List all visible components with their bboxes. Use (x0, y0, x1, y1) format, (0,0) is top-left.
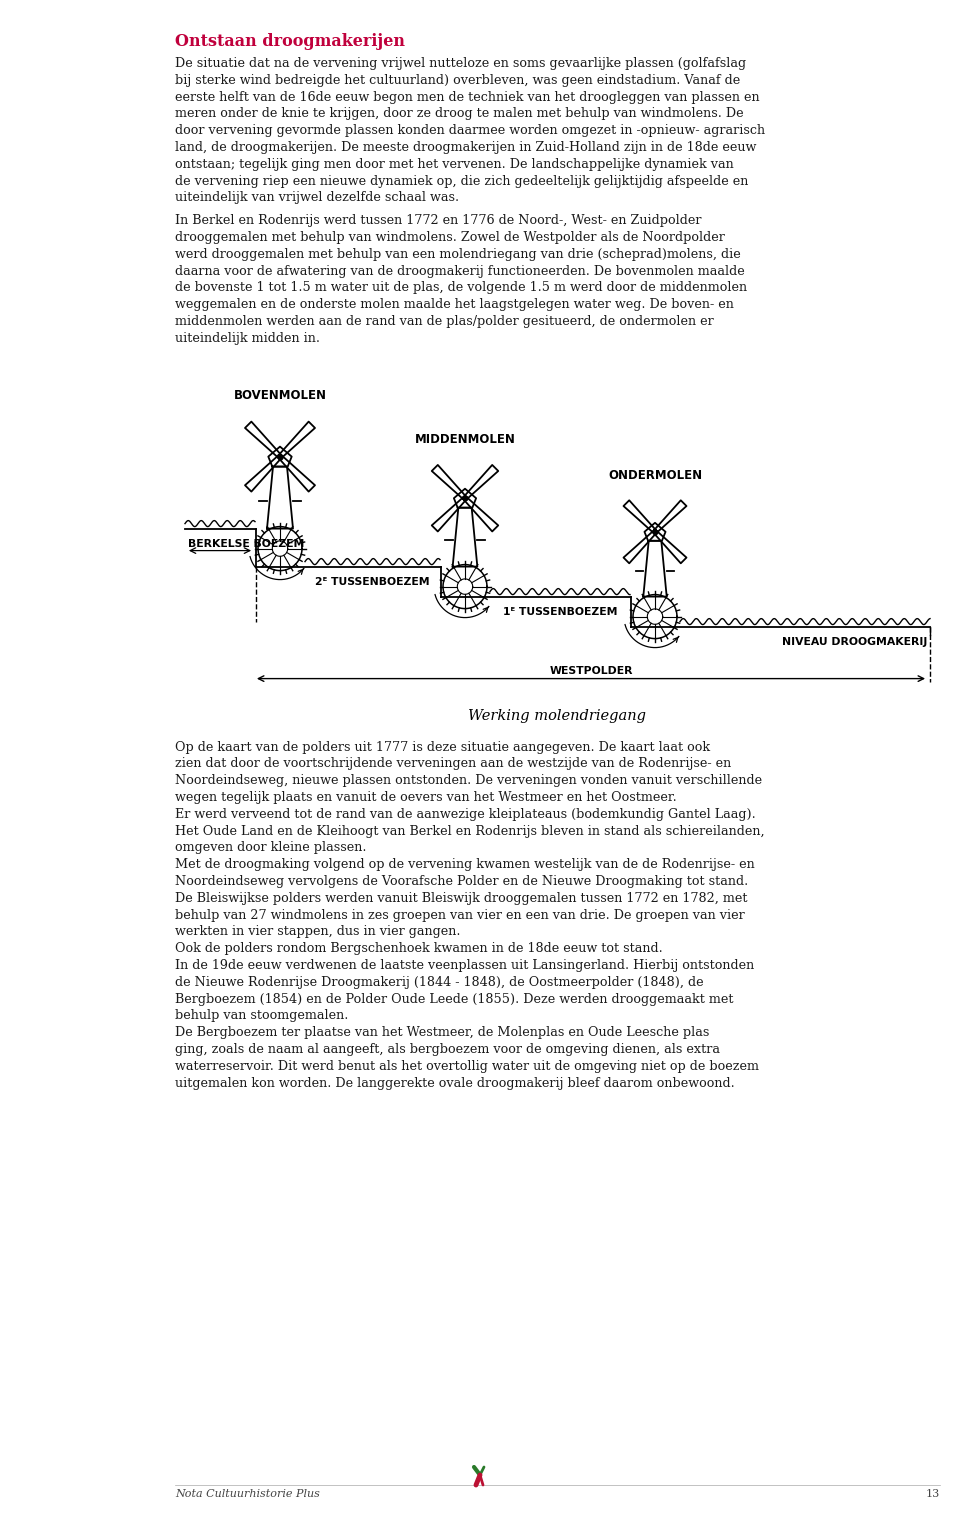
Text: NIVEAU DROOGMAKERIJ: NIVEAU DROOGMAKERIJ (781, 636, 927, 647)
Text: door vervening gevormde plassen konden daarmee worden omgezet in -opnieuw- agrar: door vervening gevormde plassen konden d… (175, 124, 765, 137)
Text: de Nieuwe Rodenrijse Droogmakerij (1844 - 1848), de Oostmeerpolder (1848), de: de Nieuwe Rodenrijse Droogmakerij (1844 … (175, 976, 704, 988)
Text: Met de droogmaking volgend op de vervening kwamen westelijk van de de Rodenrijse: Met de droogmaking volgend op de verveni… (175, 859, 755, 871)
Text: Bergboezem (1854) en de Polder Oude Leede (1855). Deze werden drooggemaakt met: Bergboezem (1854) en de Polder Oude Leed… (175, 993, 733, 1005)
Text: ging, zoals de naam al aangeeft, als bergboezem voor de omgeving dienen, als ext: ging, zoals de naam al aangeeft, als ber… (175, 1043, 720, 1055)
Text: ONDERMOLEN: ONDERMOLEN (608, 470, 702, 482)
Text: drooggemalen met behulp van windmolens. Zowel de Westpolder als de Noordpolder: drooggemalen met behulp van windmolens. … (175, 230, 725, 244)
Text: eerste helft van de 16de eeuw begon men de techniek van het droogleggen van plas: eerste helft van de 16de eeuw begon men … (175, 90, 759, 104)
Text: bij sterke wind bedreigde het cultuurland) overbleven, was geen eindstadium. Van: bij sterke wind bedreigde het cultuurlan… (175, 73, 740, 87)
Text: Op de kaart van de polders uit 1777 is deze situatie aangegeven. De kaart laat o: Op de kaart van de polders uit 1777 is d… (175, 741, 710, 753)
Text: de bovenste 1 tot 1.5 m water uit de plas, de volgende 1.5 m werd door de midden: de bovenste 1 tot 1.5 m water uit de pla… (175, 282, 747, 294)
Text: Noordeindseweg vervolgens de Voorafsche Polder en de Nieuwe Droogmaking tot stan: Noordeindseweg vervolgens de Voorafsche … (175, 875, 748, 888)
Text: waterreservoir. Dit werd benut als het overtollig water uit de omgeving niet op : waterreservoir. Dit werd benut als het o… (175, 1060, 759, 1072)
Text: Ontstaan droogmakerijen: Ontstaan droogmakerijen (175, 34, 405, 50)
Text: uiteindelijk midden in.: uiteindelijk midden in. (175, 332, 320, 345)
Text: De Bergboezem ter plaatse van het Westmeer, de Molenplas en Oude Leesche plas: De Bergboezem ter plaatse van het Westme… (175, 1026, 709, 1039)
Text: Nota Cultuurhistorie Plus: Nota Cultuurhistorie Plus (175, 1488, 320, 1499)
Text: 13: 13 (925, 1488, 940, 1499)
Text: In de 19de eeuw verdwenen de laatste veenplassen uit Lansingerland. Hierbij onts: In de 19de eeuw verdwenen de laatste vee… (175, 959, 755, 971)
Text: De situatie dat na de vervening vrijwel nutteloze en soms gevaarlijke plassen (g: De situatie dat na de vervening vrijwel … (175, 56, 746, 70)
Text: weggemalen en de onderste molen maalde het laagstgelegen water weg. De boven- en: weggemalen en de onderste molen maalde h… (175, 299, 733, 311)
Text: WESTPOLDER: WESTPOLDER (549, 665, 633, 676)
Text: MIDDENMOLEN: MIDDENMOLEN (415, 433, 516, 445)
Text: daarna voor de afwatering van de droogmakerij functioneerden. De bovenmolen maal: daarna voor de afwatering van de droogma… (175, 265, 745, 278)
Text: BOVENMOLEN: BOVENMOLEN (233, 389, 326, 401)
Text: 1ᴱ TUSSENBOEZEM: 1ᴱ TUSSENBOEZEM (503, 607, 617, 616)
Text: omgeven door kleine plassen.: omgeven door kleine plassen. (175, 842, 367, 854)
Text: behulp van stoomgemalen.: behulp van stoomgemalen. (175, 1010, 348, 1022)
Text: meren onder de knie te krijgen, door ze droog te malen met behulp van windmolens: meren onder de knie te krijgen, door ze … (175, 107, 744, 120)
Text: middenmolen werden aan de rand van de plas/polder gesitueerd, de ondermolen er: middenmolen werden aan de rand van de pl… (175, 316, 713, 328)
Text: uiteindelijk van vrijwel dezelfde schaal was.: uiteindelijk van vrijwel dezelfde schaal… (175, 192, 459, 204)
Text: Werking molendriegang: Werking molendriegang (468, 709, 646, 723)
Text: de vervening riep een nieuwe dynamiek op, die zich gedeeltelijk gelijktijdig afs: de vervening riep een nieuwe dynamiek op… (175, 174, 749, 188)
Text: Noordeindseweg, nieuwe plassen ontstonden. De verveningen vonden vanuit verschil: Noordeindseweg, nieuwe plassen ontstonde… (175, 775, 762, 787)
Text: Er werd verveend tot de rand van de aanwezige kleiplateaus (bodemkundig Gantel L: Er werd verveend tot de rand van de aanw… (175, 808, 756, 820)
Text: ontstaan; tegelijk ging men door met het vervenen. De landschappelijke dynamiek : ontstaan; tegelijk ging men door met het… (175, 157, 733, 171)
Text: Het Oude Land en de Kleihoogt van Berkel en Rodenrijs bleven in stand als schier: Het Oude Land en de Kleihoogt van Berkel… (175, 825, 764, 837)
Text: Ook de polders rondom Bergschenhoek kwamen in de 18de eeuw tot stand.: Ook de polders rondom Bergschenhoek kwam… (175, 942, 662, 955)
Text: uitgemalen kon worden. De langgerekte ovale droogmakerij bleef daarom onbewoond.: uitgemalen kon worden. De langgerekte ov… (175, 1077, 734, 1089)
Text: 2ᴱ TUSSENBOEZEM: 2ᴱ TUSSENBOEZEM (315, 576, 430, 587)
Text: zien dat door de voortschrijdende verveningen aan de westzijde van de Rodenrijse: zien dat door de voortschrijdende verven… (175, 758, 732, 770)
Text: wegen tegelijk plaats en vanuit de oevers van het Westmeer en het Oostmeer.: wegen tegelijk plaats en vanuit de oever… (175, 791, 677, 804)
Text: In Berkel en Rodenrijs werd tussen 1772 en 1776 de Noord-, West- en Zuidpolder: In Berkel en Rodenrijs werd tussen 1772 … (175, 214, 702, 227)
Text: land, de droogmakerijen. De meeste droogmakerijen in Zuid-Holland zijn in de 18d: land, de droogmakerijen. De meeste droog… (175, 140, 756, 154)
Text: werkten in vier stappen, dus in vier gangen.: werkten in vier stappen, dus in vier gan… (175, 926, 461, 938)
Text: De Bleiswijkse polders werden vanuit Bleiswijk drooggemalen tussen 1772 en 1782,: De Bleiswijkse polders werden vanuit Ble… (175, 892, 748, 904)
Text: behulp van 27 windmolens in zes groepen van vier en een van drie. De groepen van: behulp van 27 windmolens in zes groepen … (175, 909, 745, 921)
Text: werd drooggemalen met behulp van een molendriegang van drie (scheprad)molens, di: werd drooggemalen met behulp van een mol… (175, 247, 741, 261)
Text: BERKELSE BOEZEM: BERKELSE BOEZEM (188, 538, 304, 549)
